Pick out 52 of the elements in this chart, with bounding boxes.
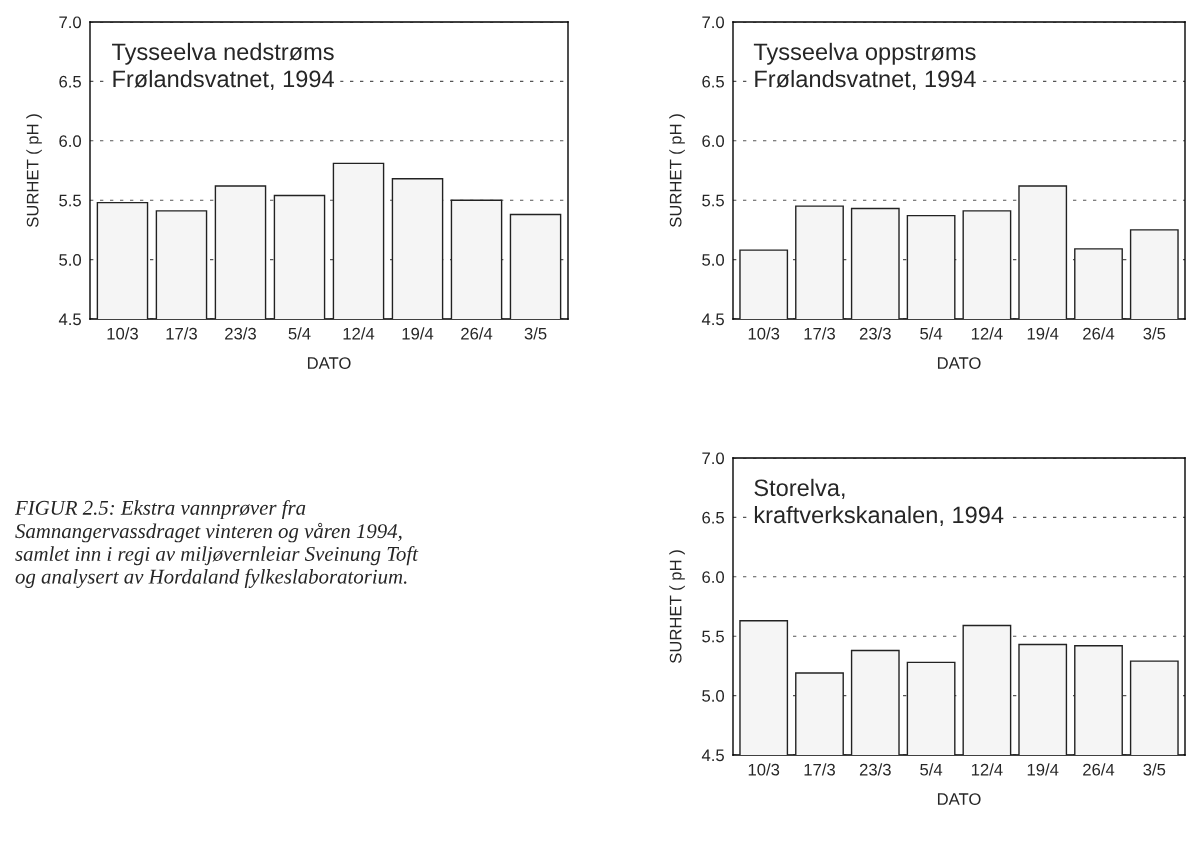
y-tick-label: 5.5 (702, 630, 724, 643)
y-tick-label: 6.0 (702, 571, 725, 583)
y-tick-label: 4.5 (701, 749, 724, 762)
text: Tysseelva nedstrøms Frølandsvatnet, 1994 (112, 42, 334, 91)
x-tick-label: 23/3 (859, 763, 891, 776)
y-axis-title: SURHET ( pH ) (26, 114, 42, 228)
x-tick-label: 19/4 (1027, 327, 1059, 340)
x-tick-label: 17/3 (804, 763, 835, 776)
x-tick-label: 10/3 (748, 763, 780, 776)
x-tick-label: 17/3 (166, 327, 197, 340)
x-axis-title: DATO (937, 357, 981, 369)
x-tick-label: 26/4 (1083, 763, 1115, 776)
y-tick-label: 5.0 (702, 254, 725, 266)
y-tick-label: 6.5 (702, 511, 724, 524)
y-axis-title: SURHET ( pH ) (669, 114, 685, 228)
x-tick-label: 23/3 (225, 327, 256, 340)
x-tick-label: 3/5 (1143, 763, 1166, 776)
x-tick-label: 19/4 (1027, 763, 1059, 776)
x-tick-label: 17/3 (804, 327, 835, 340)
y-tick-label: 5.5 (702, 194, 724, 207)
y-axis-title: SURHET ( pH ) (669, 550, 685, 664)
x-tick-label: 3/5 (524, 327, 547, 340)
x-tick-label: 10/3 (748, 327, 780, 340)
x-tick-label: 26/4 (1083, 327, 1115, 340)
x-axis-title: DATO (937, 793, 981, 805)
y-tick-label: 7.0 (702, 452, 725, 465)
x-axis-title: DATO (307, 357, 351, 369)
y-tick-label: 7.0 (59, 16, 82, 29)
y-tick-label: 5.0 (59, 254, 82, 266)
x-tick-label: 26/4 (461, 327, 493, 340)
x-tick-label: 23/3 (859, 327, 891, 340)
y-tick-label: 6.0 (702, 135, 725, 147)
x-tick-label: 19/4 (402, 327, 434, 340)
x-tick-label: 12/4 (343, 327, 375, 340)
x-tick-label: 5/4 (920, 763, 943, 776)
text: FIGUR 2.5: Ekstra vannprøver fra Samnangervassdraget vinteren og våren 1994, samlet inn i regi av miljøvernleiar Sveinung Toft og analysert av Hordaland fylkeslaboratorium. (14, 500, 419, 588)
y-tick-label: 5.5 (59, 194, 81, 207)
y-tick-label: 7.0 (702, 16, 725, 29)
x-tick-label: 3/5 (1143, 327, 1166, 340)
y-tick-label: 5.0 (702, 690, 725, 702)
y-tick-label: 4.5 (58, 313, 81, 326)
x-tick-label: 5/4 (920, 327, 943, 340)
text: Tysseelva oppstrøms Frølandsvatnet, 1994 (753, 42, 976, 91)
y-tick-label: 6.0 (59, 135, 82, 147)
x-tick-label: 5/4 (288, 327, 311, 340)
text: Storelva, kraftverkskanalen, 1994 (754, 478, 1004, 527)
y-tick-label: 6.5 (702, 75, 724, 88)
x-tick-label: 10/3 (107, 327, 138, 340)
x-tick-label: 12/4 (971, 327, 1003, 340)
y-tick-label: 6.5 (59, 75, 81, 88)
y-tick-label: 4.5 (701, 313, 724, 326)
x-tick-label: 12/4 (971, 763, 1003, 776)
